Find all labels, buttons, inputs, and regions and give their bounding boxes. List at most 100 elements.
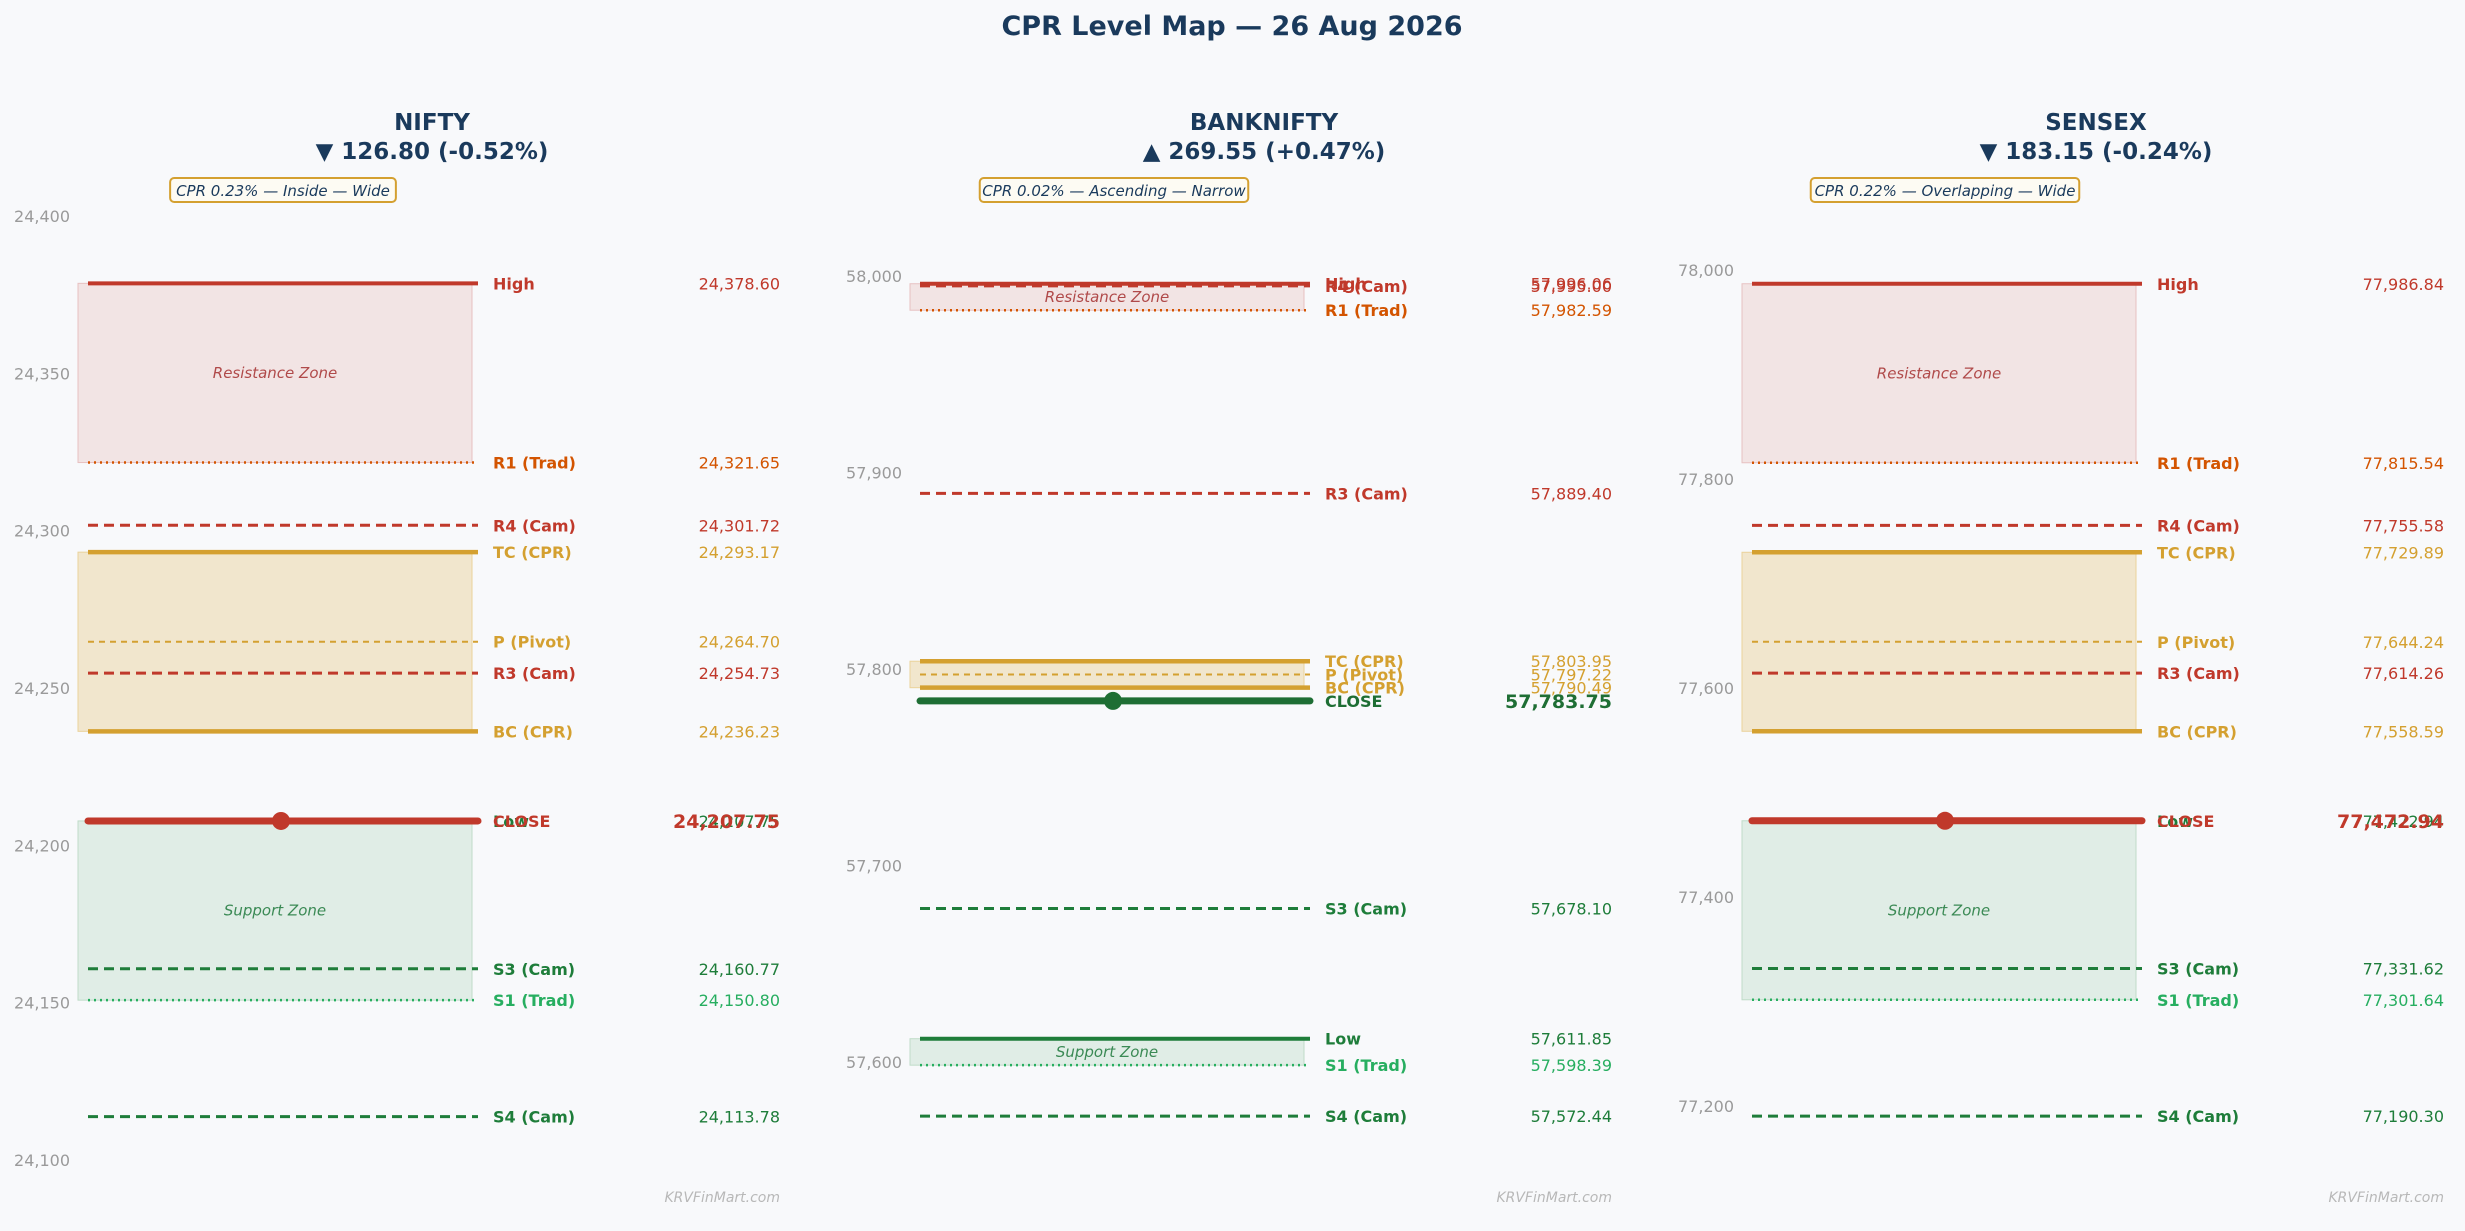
level-name: S3 (Cam) — [1325, 900, 1407, 919]
close-label: CLOSE — [493, 812, 550, 831]
level-name: R4 (Cam) — [1325, 277, 1408, 296]
level-value: 57,803.95 — [1531, 652, 1612, 671]
y-tick-label: 24,300 — [14, 522, 70, 541]
level-name: S1 (Trad) — [2157, 991, 2239, 1010]
support-zone — [77, 820, 473, 1001]
watermark: KRVFinMart.com — [664, 1190, 780, 1206]
level-value: 77,331.62 — [2363, 959, 2444, 978]
cpr-badge — [1809, 177, 2081, 203]
level-value: 57,611.85 — [1531, 1030, 1612, 1049]
panel-change-text: ▼ 183.15 (-0.24%) — [1980, 139, 2213, 165]
level-name: P (Pivot) — [2157, 633, 2235, 652]
level-value: 24,378.60 — [699, 274, 780, 293]
level-value: 24,264.70 — [699, 633, 780, 652]
level-name: P (Pivot) — [1325, 665, 1403, 684]
level-name: P (Pivot) — [493, 633, 571, 652]
level-value: 24,207.75 — [699, 812, 780, 831]
panel-index-name: NIFTY — [394, 110, 470, 136]
level-value: 77,729.89 — [2363, 543, 2444, 562]
panel-sensex: SENSEX ▼ 183.15 (-0.24%) CPR 0.22% — Overl… — [1678, 110, 2444, 1206]
level-value: 77,301.64 — [2363, 991, 2444, 1010]
panels: NIFTY ▼ 126.80 (-0.52%) CPR 0.23% — Inside… — [14, 110, 2444, 1206]
panel-change-text: ▼ 126.80 (-0.52%) — [316, 139, 549, 165]
y-tick-label: 24,150 — [14, 994, 70, 1013]
level-value: 57,598.39 — [1531, 1056, 1612, 1075]
level-value: 77,986.84 — [2363, 275, 2444, 294]
level-name: S1 (Trad) — [1325, 1056, 1407, 1075]
watermark: KRVFinMart.com — [1496, 1190, 1612, 1206]
panel-index-name: SENSEX — [2045, 110, 2147, 136]
level-name: High — [1325, 275, 1367, 294]
level-value: 57,889.40 — [1531, 484, 1612, 503]
y-tick-label: 24,200 — [14, 836, 70, 855]
resistance-zone-label: Resistance Zone — [213, 364, 337, 382]
level-name: S4 (Cam) — [2157, 1107, 2239, 1126]
y-tick-label: 24,350 — [14, 364, 70, 383]
level-name: BC (CPR) — [2157, 722, 2237, 741]
level-value: 24,160.77 — [699, 960, 780, 979]
y-tick-label: 24,100 — [14, 1151, 70, 1170]
level-name: TC (CPR) — [493, 543, 572, 562]
y-tick-label: 24,400 — [14, 207, 70, 226]
level-name: R1 (Trad) — [2157, 454, 2240, 473]
y-tick-label: 57,700 — [846, 857, 902, 876]
close-value: 57,783.75 — [1505, 691, 1612, 713]
watermark: KRVFinMart.com — [2328, 1190, 2444, 1206]
cpr-badge-text: CPR 0.22% — Overlapping — Wide — [1815, 182, 2076, 200]
y-tick-label: 78,000 — [1678, 261, 1734, 280]
level-value: 24,113.78 — [699, 1108, 780, 1127]
level-value: 57,996.06 — [1531, 275, 1612, 294]
level-name: S1 (Trad) — [493, 991, 575, 1010]
level-value: 77,558.59 — [2363, 722, 2444, 741]
close-value: 77,472.94 — [2337, 811, 2444, 833]
level-name: R1 (Trad) — [1325, 301, 1408, 320]
y-tick-label: 77,200 — [1678, 1097, 1734, 1116]
level-name: S3 (Cam) — [493, 960, 575, 979]
level-value: 77,644.24 — [2363, 633, 2444, 652]
cpr-badge — [978, 177, 1250, 203]
close-marker — [272, 811, 290, 830]
level-name: TC (CPR) — [1325, 652, 1404, 671]
close-marker — [1104, 691, 1122, 710]
cpr-badge-text: CPR 0.23% — Inside — Wide — [176, 182, 390, 200]
level-value: 77,472.94 — [2363, 812, 2444, 831]
panel-change-text: ▲ 269.55 (+0.47%) — [1143, 139, 1386, 165]
level-name: S4 (Cam) — [1325, 1107, 1407, 1126]
y-tick-label: 58,000 — [846, 267, 902, 286]
close-label: CLOSE — [1325, 692, 1382, 711]
level-value: 24,293.17 — [699, 543, 780, 562]
y-tick-label: 77,600 — [1678, 679, 1734, 698]
level-name: R4 (Cam) — [2157, 516, 2240, 535]
level-name: BC (CPR) — [1325, 679, 1405, 698]
level-value: 57,995.00 — [1531, 277, 1612, 296]
panel-nifty: NIFTY ▼ 126.80 (-0.52%) CPR 0.23% — Inside… — [14, 110, 780, 1206]
level-name: R3 (Cam) — [2157, 664, 2240, 683]
level-name: R4 (Cam) — [493, 516, 576, 535]
level-value: 24,236.23 — [699, 722, 780, 741]
level-value: 77,815.54 — [2363, 454, 2444, 473]
level-value: 24,301.72 — [699, 516, 780, 535]
level-value: 57,572.44 — [1531, 1107, 1612, 1126]
level-value: 24,254.73 — [699, 664, 780, 683]
support-zone-label: Support Zone — [1888, 901, 1990, 919]
cpr-badge — [169, 177, 397, 203]
level-name: High — [2157, 275, 2199, 294]
level-value: 57,678.10 — [1531, 900, 1612, 919]
level-name: R1 (Trad) — [493, 454, 576, 473]
level-name: Low — [1325, 1030, 1361, 1049]
level-value: 24,321.65 — [699, 454, 780, 473]
y-tick-label: 57,600 — [846, 1053, 902, 1072]
close-label: CLOSE — [2157, 812, 2214, 831]
close-value: 24,207.75 — [673, 811, 780, 833]
y-tick-label: 57,800 — [846, 660, 902, 679]
level-value: 24,150.80 — [699, 991, 780, 1010]
level-name: Low — [493, 812, 529, 831]
y-tick-label: 57,900 — [846, 464, 902, 483]
resistance-zone-label: Resistance Zone — [1045, 288, 1169, 306]
resistance-zone-label: Resistance Zone — [1877, 364, 2001, 382]
level-value: 57,982.59 — [1531, 301, 1612, 320]
level-name: S3 (Cam) — [2157, 959, 2239, 978]
y-tick-label: 24,250 — [14, 679, 70, 698]
level-name: R3 (Cam) — [493, 664, 576, 683]
